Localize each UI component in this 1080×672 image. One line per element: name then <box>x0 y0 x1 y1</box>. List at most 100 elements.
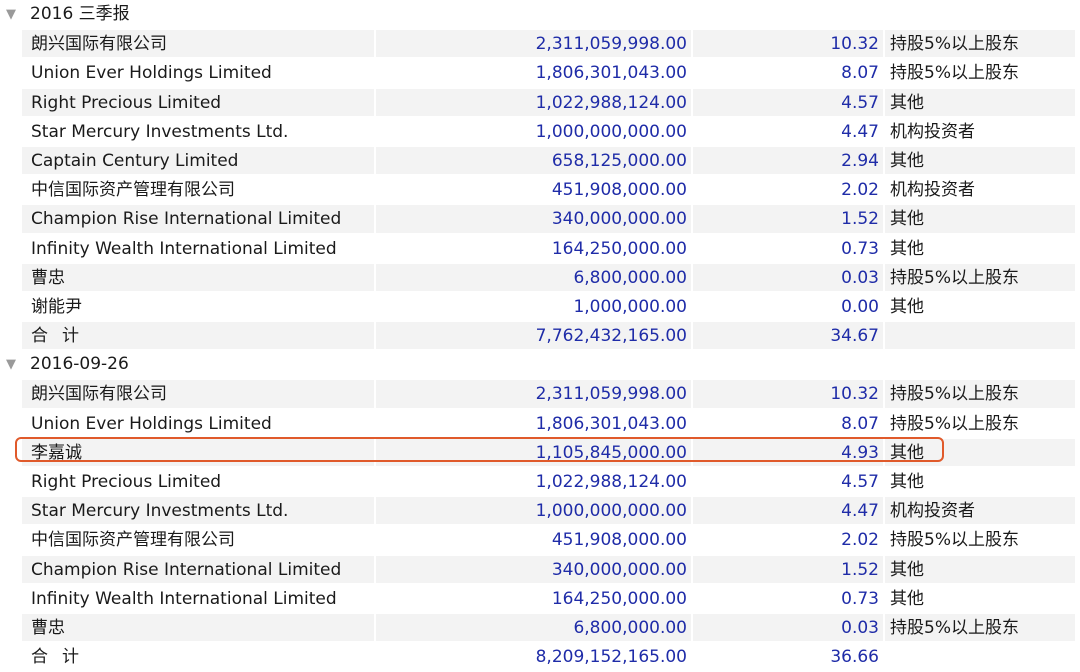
holder-type: 机构投资者 <box>885 497 1075 525</box>
holder-type: 其他 <box>890 588 924 609</box>
holder-name: Right Precious Limited <box>22 88 374 116</box>
holder-shares: 164,250,000.00 <box>551 238 687 259</box>
holder-type: 持股5%以上股东 <box>885 613 1075 642</box>
group-title: 2016 三季报 <box>30 4 130 24</box>
table-row[interactable]: Star Mercury Investments Ltd. 1,000,000,… <box>0 117 1080 146</box>
holder-percent: 0.03 <box>693 613 883 642</box>
table-row[interactable]: Captain Century Limited 658,125,000.00 2… <box>0 146 1080 175</box>
holder-percent: 2.02 <box>841 180 879 201</box>
holder-type: 持股5%以上股东 <box>890 63 1019 84</box>
holder-name: Champion Rise International Limited <box>22 205 374 233</box>
holder-name: 曹忠 <box>22 263 374 291</box>
table-row[interactable]: Infinity Wealth International Limited 16… <box>0 584 1080 613</box>
holder-name: 曹忠 <box>22 613 374 642</box>
holder-name: Right Precious Limited <box>31 472 222 492</box>
holder-percent: 4.57 <box>841 472 879 492</box>
holder-shares: 1,000,000,000.00 <box>376 497 691 525</box>
holder-percent: 2.02 <box>841 530 879 551</box>
holder-percent: 0.73 <box>841 588 879 609</box>
table-row[interactable]: Champion Rise International Limited 340,… <box>0 204 1080 233</box>
holder-percent: 4.47 <box>693 497 883 525</box>
holder-percent: 0.00 <box>841 296 879 317</box>
holder-type: 机构投资者 <box>890 180 975 201</box>
holder-type: 其他 <box>885 205 1075 233</box>
holder-name: Infinity Wealth International Limited <box>31 238 337 259</box>
table-row[interactable]: Right Precious Limited 1,022,988,124.00 … <box>0 467 1080 496</box>
holder-percent: 8.07 <box>841 63 879 84</box>
group-header[interactable]: ▼ 2016-09-26 <box>0 350 1080 379</box>
holder-name: 朗兴国际有限公司 <box>22 380 374 408</box>
holder-type: 持股5%以上股东 <box>885 30 1075 58</box>
table-row[interactable]: Champion Rise International Limited 340,… <box>0 555 1080 584</box>
holder-name: Star Mercury Investments Ltd. <box>22 497 374 525</box>
holder-percent: 10.32 <box>693 30 883 58</box>
holder-type: 其他 <box>890 238 924 259</box>
holder-shares: 2,311,059,998.00 <box>376 380 691 408</box>
holder-shares: 164,250,000.00 <box>551 588 687 609</box>
total-label: 合计 <box>31 647 93 668</box>
table-row[interactable]: Union Ever Holdings Limited 1,806,301,04… <box>0 409 1080 438</box>
holder-type: 持股5%以上股东 <box>890 413 1019 434</box>
holder-shares: 1,000,000,000.00 <box>535 121 687 142</box>
holder-name: 中信国际资产管理有限公司 <box>31 530 235 551</box>
holder-shares: 340,000,000.00 <box>376 555 691 583</box>
triangle-down-icon[interactable]: ▼ <box>6 357 16 373</box>
holder-percent: 0.73 <box>841 238 879 259</box>
holder-type: 持股5%以上股东 <box>885 263 1075 291</box>
group-header[interactable]: ▼ 2016 三季报 <box>0 0 1080 29</box>
total-type-empty <box>885 322 1075 350</box>
holder-type: 机构投资者 <box>890 121 975 142</box>
total-shares: 7,762,432,165.00 <box>376 322 691 350</box>
table-row[interactable]: 中信国际资产管理有限公司 451,908,000.00 2.02 持股5%以上股… <box>0 525 1080 554</box>
table-row[interactable]: 中信国际资产管理有限公司 451,908,000.00 2.02 机构投资者 <box>0 175 1080 204</box>
holder-shares: 1,022,988,124.00 <box>376 88 691 116</box>
holder-percent: 8.07 <box>841 413 879 434</box>
holder-shares: 1,806,301,043.00 <box>535 63 687 84</box>
holder-percent: 0.03 <box>693 263 883 291</box>
holder-percent: 1.52 <box>693 205 883 233</box>
holder-percent: 4.47 <box>841 121 879 142</box>
total-percent: 34.67 <box>693 322 883 350</box>
holder-percent: 1.52 <box>693 555 883 583</box>
table-row[interactable]: Infinity Wealth International Limited 16… <box>0 234 1080 263</box>
table-row[interactable]: Union Ever Holdings Limited 1,806,301,04… <box>0 58 1080 87</box>
holder-shares: 6,800,000.00 <box>376 613 691 642</box>
total-row: 合计 8,209,152,165.00 36.66 <box>0 642 1080 671</box>
holder-name: 朗兴国际有限公司 <box>22 30 374 58</box>
holder-percent: 10.32 <box>693 380 883 408</box>
table-row[interactable]: 朗兴国际有限公司 2,311,059,998.00 10.32 持股5%以上股东 <box>0 379 1080 408</box>
holder-shares: 6,800,000.00 <box>376 263 691 291</box>
holder-shares: 451,908,000.00 <box>551 180 687 201</box>
holder-name: Union Ever Holdings Limited <box>31 413 272 434</box>
holder-type: 持股5%以上股东 <box>885 380 1075 408</box>
holder-shares: 1,806,301,043.00 <box>535 413 687 434</box>
highlight-annotation-box <box>15 437 944 462</box>
holder-name: Star Mercury Investments Ltd. <box>31 121 289 142</box>
holder-name: Infinity Wealth International Limited <box>31 588 337 609</box>
table-row[interactable]: Star Mercury Investments Ltd. 1,000,000,… <box>0 496 1080 525</box>
holder-shares: 1,000,000.00 <box>573 296 687 317</box>
total-row: 合计 7,762,432,165.00 34.67 <box>0 321 1080 350</box>
holder-type: 其他 <box>885 555 1075 583</box>
holder-percent: 4.57 <box>693 88 883 116</box>
total-percent: 36.66 <box>830 647 879 668</box>
total-label: 合计 <box>22 322 374 350</box>
table-row[interactable]: 朗兴国际有限公司 2,311,059,998.00 10.32 持股5%以上股东 <box>0 29 1080 58</box>
holder-type: 其他 <box>885 88 1075 116</box>
table-row[interactable]: Right Precious Limited 1,022,988,124.00 … <box>0 88 1080 117</box>
holder-shares: 1,022,988,124.00 <box>535 472 687 492</box>
holder-shares: 340,000,000.00 <box>376 205 691 233</box>
holder-name: 谢能尹 <box>31 296 82 317</box>
holder-shares: 451,908,000.00 <box>551 530 687 551</box>
triangle-down-icon[interactable]: ▼ <box>6 7 16 22</box>
holder-type: 其他 <box>890 296 924 317</box>
holder-shares: 658,125,000.00 <box>376 146 691 175</box>
table-row[interactable]: 曹忠 6,800,000.00 0.03 持股5%以上股东 <box>0 263 1080 292</box>
holder-name: 中信国际资产管理有限公司 <box>31 180 235 201</box>
table-row[interactable]: 谢能尹 1,000,000.00 0.00 其他 <box>0 292 1080 321</box>
holder-shares: 2,311,059,998.00 <box>376 30 691 58</box>
holder-type: 其他 <box>885 146 1075 175</box>
table-row[interactable]: 曹忠 6,800,000.00 0.03 持股5%以上股东 <box>0 613 1080 642</box>
total-type-empty <box>885 643 1075 670</box>
total-shares: 8,209,152,165.00 <box>535 647 687 668</box>
